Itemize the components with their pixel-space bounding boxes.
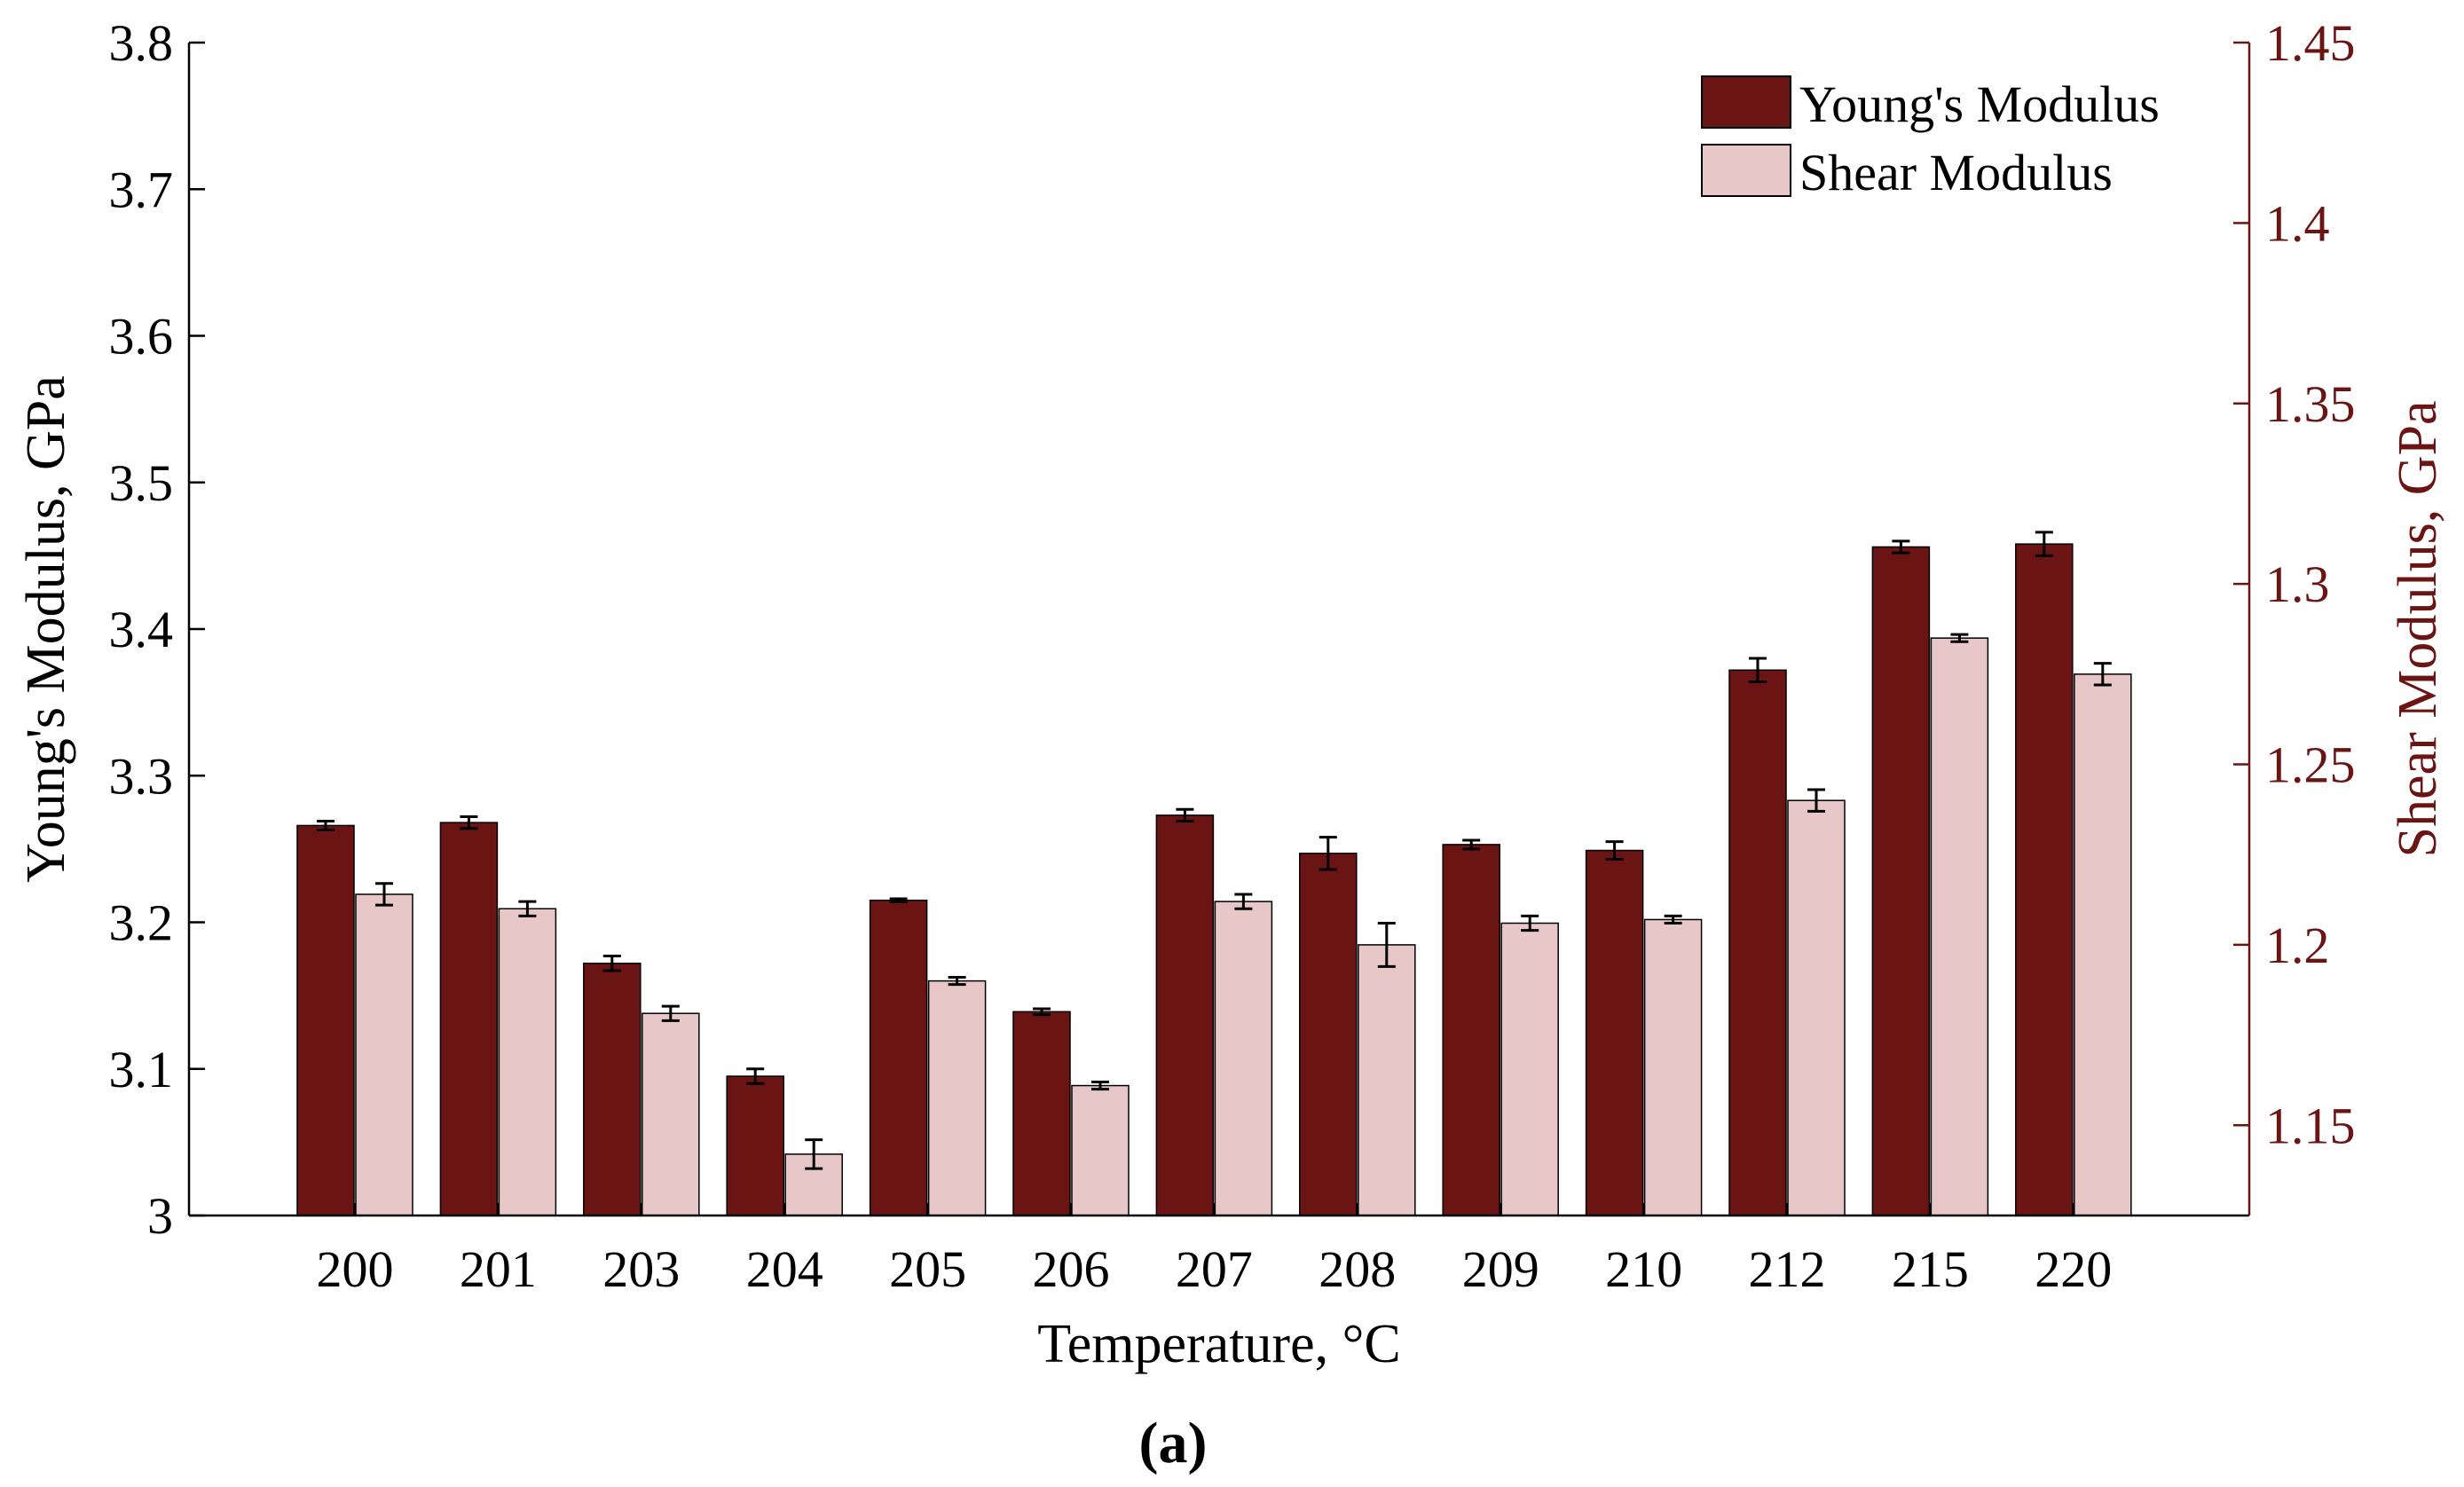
bar-shear-200 (355, 893, 413, 1216)
y-tick-label: 3.2 (109, 894, 174, 952)
figure-caption: (a) (1139, 1411, 1208, 1475)
y-tick-label: 3.6 (109, 308, 174, 366)
bar-shear-207 (1214, 901, 1273, 1216)
x-tick-label: 201 (460, 1240, 537, 1298)
legend: Young's Modulus Shear Modulus (1701, 75, 2160, 201)
y2-tick-label: 1.35 (2265, 375, 2356, 433)
bar-youngs-212 (1728, 669, 1787, 1216)
x-tick-label: 200 (317, 1240, 394, 1298)
x-tick-label: 208 (1319, 1240, 1396, 1298)
bar-youngs-200 (296, 824, 355, 1216)
bar-youngs-210 (1585, 849, 1644, 1216)
y-tick-label: 3.8 (109, 14, 174, 72)
bar-youngs-209 (1442, 844, 1500, 1216)
legend-swatch-shear (1701, 144, 1791, 197)
x-tick-label: 206 (1033, 1240, 1110, 1298)
legend-label-youngs: Young's Modulus (1799, 75, 2160, 133)
x-tick-label: 210 (1605, 1240, 1682, 1298)
bars-layer (296, 531, 2132, 1216)
bar-shear-220 (2074, 673, 2132, 1216)
x-tick-label: 205 (889, 1240, 966, 1298)
bar-youngs-220 (2015, 543, 2074, 1216)
bar-youngs-215 (1871, 546, 1931, 1216)
y2-tick-label: 1.25 (2265, 736, 2356, 794)
bar-youngs-207 (1155, 814, 1215, 1216)
bar-shear-206 (1071, 1084, 1130, 1216)
y2-tick-label: 1.2 (2265, 917, 2330, 974)
y2-axis-title: Shear Modulus, GPa (2388, 401, 2448, 858)
bar-shear-201 (498, 908, 557, 1216)
y-tick-label: 3.1 (109, 1041, 174, 1098)
bar-shear-215 (1930, 637, 1989, 1216)
y2-tick-label: 1.15 (2265, 1097, 2356, 1154)
bar-youngs-201 (439, 822, 499, 1216)
x-tick-label: 215 (1892, 1240, 1969, 1298)
legend-swatch-youngs (1701, 75, 1791, 129)
x-axis-title: Temperature, °C (1037, 1314, 1401, 1374)
y-axis-title: Young's Modulus, GPa (16, 375, 76, 883)
y2-tick-label: 1.4 (2265, 194, 2330, 252)
bar-shear-212 (1787, 799, 1846, 1216)
x-tick-label: 204 (746, 1240, 823, 1298)
bar-shear-208 (1358, 944, 1416, 1216)
x-tick-label: 203 (602, 1240, 680, 1298)
bar-youngs-205 (869, 899, 928, 1216)
bar-youngs-204 (726, 1075, 784, 1216)
y-tick-label: 3.4 (109, 601, 174, 658)
bar-youngs-206 (1012, 1011, 1071, 1216)
x-tick-label: 212 (1749, 1240, 1826, 1298)
bar-youngs-203 (583, 963, 642, 1216)
right-axis-ticks: 1.15 1.2 1.25 1.3 1.35 1.4 1.45 (2233, 14, 2356, 1154)
y-tick-label: 3 (147, 1187, 173, 1245)
y-tick-label: 3.7 (109, 161, 174, 218)
bar-shear-210 (1643, 918, 1703, 1216)
bar-shear-209 (1500, 922, 1559, 1216)
y-tick-label: 3.5 (109, 454, 174, 512)
x-axis-ticks: 200 201 203 204 205 206 207 208 209 210 212 215 220 (317, 1203, 2112, 1298)
legend-label-shear: Shear Modulus (1799, 144, 2113, 201)
x-tick-label: 207 (1176, 1240, 1253, 1298)
x-tick-label: 209 (1462, 1240, 1539, 1298)
x-tick-label: 220 (2035, 1240, 2112, 1298)
y-tick-label: 3.3 (109, 747, 174, 805)
bar-shear-203 (642, 1012, 700, 1216)
y2-tick-label: 1.45 (2265, 14, 2356, 72)
bar-youngs-208 (1299, 853, 1358, 1216)
y2-tick-label: 1.3 (2265, 555, 2330, 613)
bar-shear-205 (927, 980, 987, 1216)
left-axis-ticks: 3 3.1 3.2 3.3 3.4 3.5 3.6 3.7 3.8 (109, 14, 205, 1245)
